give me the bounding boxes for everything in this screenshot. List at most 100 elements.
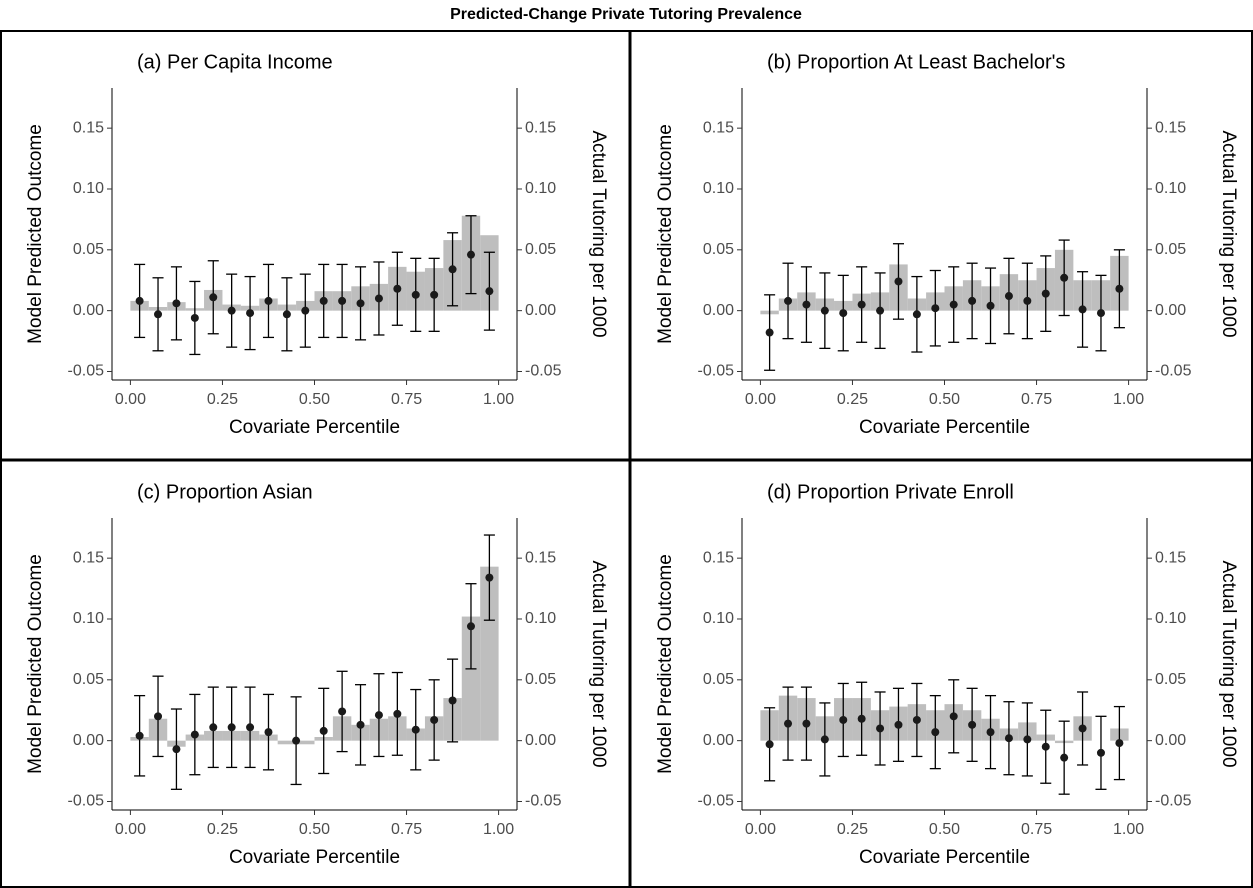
point bbox=[135, 731, 144, 740]
point bbox=[411, 725, 420, 734]
x-tick-label: 0.25 bbox=[837, 391, 868, 408]
point bbox=[393, 709, 402, 718]
point bbox=[264, 296, 273, 305]
point bbox=[857, 300, 866, 309]
point bbox=[466, 622, 475, 631]
point bbox=[968, 296, 977, 305]
point bbox=[154, 712, 163, 721]
point bbox=[1096, 748, 1105, 757]
y2-tick-label: -0.05 bbox=[525, 793, 562, 810]
y-tick-label: -0.05 bbox=[68, 793, 105, 810]
point bbox=[1041, 289, 1050, 298]
panel: (a) Per Capita Income -0.05 0.00 0.05 0.10 0.… bbox=[25, 51, 609, 438]
point bbox=[466, 250, 475, 259]
point bbox=[894, 277, 903, 286]
x-tick-label: 0.25 bbox=[207, 391, 238, 408]
point bbox=[784, 296, 793, 305]
point bbox=[356, 720, 365, 729]
point bbox=[968, 720, 977, 729]
y2-tick-label: 0.05 bbox=[1155, 241, 1186, 258]
point bbox=[802, 719, 811, 728]
x-tick-label: 0.50 bbox=[929, 391, 960, 408]
point bbox=[820, 735, 829, 744]
x-tick-label: 1.00 bbox=[1113, 821, 1144, 838]
point bbox=[765, 740, 774, 749]
point bbox=[209, 723, 218, 732]
x-tick-label: 0.50 bbox=[299, 391, 330, 408]
x-tick-label: 0.00 bbox=[115, 391, 146, 408]
y-axis-label: Model Predicted Outcome bbox=[25, 124, 46, 344]
figure-title: Predicted-Change Private Tutoring Preval… bbox=[450, 6, 802, 23]
y-tick-label: -0.05 bbox=[698, 793, 735, 810]
point bbox=[1096, 309, 1105, 318]
y2-axis-label: Actual Tutoring per 1000 bbox=[588, 130, 609, 337]
point bbox=[986, 301, 995, 310]
y-tick-label: 0.00 bbox=[73, 732, 104, 749]
point bbox=[154, 310, 163, 319]
panel-title: (d) Proportion Private Enroll bbox=[767, 481, 1014, 503]
y2-tick-label: 0.15 bbox=[525, 549, 556, 566]
panel: (d) Proportion Private Enroll -0.05 0.00 0.… bbox=[655, 481, 1239, 868]
point bbox=[190, 730, 199, 739]
y-axis-label: Model Predicted Outcome bbox=[655, 124, 676, 344]
x-axis-label: Covariate Percentile bbox=[229, 847, 400, 868]
x-tick-label: 1.00 bbox=[483, 391, 514, 408]
y-tick-label: 0.15 bbox=[73, 549, 104, 566]
point bbox=[338, 707, 347, 716]
point bbox=[172, 745, 181, 754]
y2-tick-label: 0.00 bbox=[1155, 732, 1186, 749]
y-tick-label: 0.10 bbox=[73, 610, 104, 627]
x-tick-label: 0.00 bbox=[115, 821, 146, 838]
point bbox=[912, 310, 921, 319]
point bbox=[301, 306, 310, 315]
x-tick-label: 0.25 bbox=[207, 821, 238, 838]
y-tick-label: 0.10 bbox=[73, 180, 104, 197]
panel: (c) Proportion Asian -0.05 0.00 0.05 0.10 0.1… bbox=[25, 481, 609, 868]
point bbox=[949, 300, 958, 309]
y2-axis-label: Actual Tutoring per 1000 bbox=[1218, 130, 1239, 337]
y-tick-label: 0.00 bbox=[703, 302, 734, 319]
bar bbox=[461, 616, 481, 741]
point bbox=[135, 296, 144, 305]
point bbox=[448, 696, 457, 705]
panel: (b) Proportion At Least Bachelor's -0.05 0… bbox=[655, 51, 1239, 438]
point bbox=[765, 328, 774, 337]
point bbox=[430, 290, 439, 299]
point bbox=[411, 290, 420, 299]
y2-tick-label: 0.05 bbox=[1155, 671, 1186, 688]
y2-tick-label: -0.05 bbox=[525, 363, 562, 380]
y2-tick-label: 0.15 bbox=[1155, 549, 1186, 566]
point bbox=[802, 300, 811, 309]
x-tick-label: 0.50 bbox=[929, 821, 960, 838]
x-axis-label: Covariate Percentile bbox=[859, 847, 1030, 868]
y-tick-label: 0.05 bbox=[703, 671, 734, 688]
x-tick-label: 1.00 bbox=[483, 821, 514, 838]
x-tick-label: 0.75 bbox=[1021, 391, 1052, 408]
point bbox=[857, 714, 866, 723]
y-tick-label: -0.05 bbox=[698, 363, 735, 380]
bar bbox=[480, 566, 499, 741]
x-tick-label: 1.00 bbox=[1113, 391, 1144, 408]
x-tick-label: 0.75 bbox=[1021, 821, 1052, 838]
y2-tick-label: 0.00 bbox=[1155, 302, 1186, 319]
point bbox=[374, 294, 383, 303]
y-tick-label: -0.05 bbox=[68, 363, 105, 380]
x-axis-label: Covariate Percentile bbox=[229, 417, 400, 438]
point bbox=[931, 304, 940, 313]
y-tick-label: 0.05 bbox=[73, 241, 104, 258]
y-tick-label: 0.05 bbox=[703, 241, 734, 258]
point bbox=[393, 284, 402, 293]
point bbox=[1023, 296, 1032, 305]
point bbox=[949, 712, 958, 721]
y-tick-label: 0.00 bbox=[703, 732, 734, 749]
point bbox=[931, 728, 940, 737]
x-tick-label: 0.00 bbox=[745, 391, 776, 408]
point bbox=[485, 573, 494, 582]
point bbox=[876, 724, 885, 733]
point bbox=[894, 720, 903, 729]
point bbox=[876, 306, 885, 315]
panel-title: (a) Per Capita Income bbox=[137, 51, 333, 73]
y2-tick-label: 0.15 bbox=[1155, 119, 1186, 136]
point bbox=[839, 715, 848, 724]
point bbox=[986, 728, 995, 737]
